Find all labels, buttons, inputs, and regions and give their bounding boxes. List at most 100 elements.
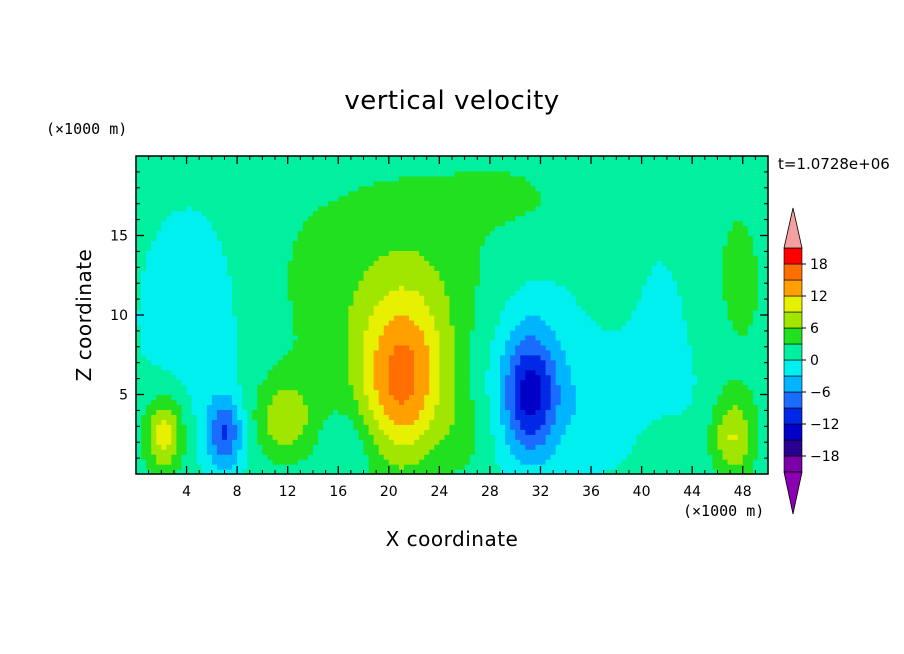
field-cell: [636, 399, 643, 406]
field-cell: [585, 300, 592, 306]
field-cell: [520, 439, 526, 445]
field-cell: [171, 414, 178, 420]
field-cell: [757, 464, 764, 470]
field-cell: [171, 429, 178, 435]
field-cell: [292, 419, 299, 425]
field-cell: [363, 305, 370, 311]
field-cell: [211, 409, 218, 415]
field-cell: [429, 389, 435, 396]
field-cell: [717, 414, 724, 420]
field-cell: [525, 434, 531, 440]
field-cell: [661, 424, 668, 430]
field-cell: [282, 414, 289, 420]
field-cell: [525, 379, 531, 386]
field-cell: [676, 334, 683, 341]
field-cell: [565, 285, 572, 291]
field-cell: [201, 349, 208, 356]
field-cell: [388, 334, 395, 341]
field-cell: [666, 439, 673, 445]
field-cell: [459, 389, 466, 396]
field-cell: [570, 290, 577, 296]
field-cell: [424, 459, 430, 465]
field-cell: [156, 379, 162, 386]
field-cell: [449, 329, 456, 336]
field-cell: [414, 280, 420, 286]
field-cell: [540, 305, 547, 311]
field-cell: [297, 349, 304, 356]
field-cell: [141, 300, 147, 306]
field-cell: [262, 310, 269, 316]
field-cell: [469, 305, 476, 311]
field-cell: [232, 344, 238, 351]
field-cell: [444, 290, 451, 296]
field-cell: [292, 334, 299, 341]
field-cell: [348, 409, 355, 415]
field-cell: [742, 324, 749, 331]
field-cell: [439, 315, 446, 321]
field-cell: [424, 285, 430, 291]
field-cell: [520, 359, 526, 366]
field-cell: [323, 369, 329, 376]
field-cell: [206, 319, 213, 326]
field-cell: [646, 379, 653, 386]
field-cell: [535, 459, 542, 465]
field-cell: [282, 424, 289, 430]
field-cell: [601, 339, 607, 346]
field-cell: [580, 434, 587, 440]
field-cell: [186, 419, 193, 425]
field-cell: [141, 310, 147, 316]
field-cell: [252, 280, 258, 286]
field-cell: [439, 469, 446, 475]
field-cell: [186, 290, 193, 296]
field-cell: [666, 424, 673, 430]
field-cell: [464, 290, 471, 296]
field-cell: [176, 324, 183, 331]
field-cell: [727, 419, 734, 425]
field-cell: [717, 324, 724, 331]
field-cell: [712, 305, 719, 311]
field-cell: [656, 290, 663, 296]
field-cell: [494, 459, 501, 465]
field-cell: [373, 310, 380, 316]
field-cell: [565, 315, 572, 321]
field-cell: [676, 419, 683, 425]
field-cell: [388, 434, 395, 440]
field-cell: [323, 454, 329, 460]
field-cell: [737, 439, 744, 445]
field-cell: [621, 449, 628, 455]
field-cell: [757, 300, 764, 306]
field-cell: [479, 454, 486, 460]
field-cell: [171, 310, 178, 316]
field-cell: [535, 275, 542, 281]
field-cell: [742, 319, 749, 326]
field-cell: [237, 315, 243, 321]
field-cell: [262, 339, 269, 346]
field-cell: [146, 324, 152, 331]
field-cell: [161, 369, 167, 376]
field-cell: [752, 310, 759, 316]
field-cell: [292, 389, 299, 396]
field-cell: [323, 419, 329, 425]
field-cell: [727, 394, 734, 401]
field-cell: [227, 329, 233, 336]
field-cell: [641, 424, 648, 430]
field-cell: [641, 389, 648, 396]
field-cell: [156, 419, 162, 425]
field-cell: [221, 339, 228, 346]
field-cell: [727, 409, 734, 415]
field-cell: [661, 374, 668, 381]
field-cell: [636, 295, 643, 301]
field-cell: [237, 384, 243, 391]
field-cell: [257, 324, 263, 331]
field-cell: [358, 444, 365, 450]
field-cell: [727, 399, 734, 406]
field-cell: [707, 344, 713, 351]
field-cell: [176, 300, 183, 306]
field-cell: [656, 374, 663, 381]
field-cell: [312, 364, 319, 371]
field-cell: [621, 329, 628, 336]
field-cell: [206, 275, 213, 281]
field-cell: [419, 349, 425, 356]
field-cell: [136, 414, 142, 420]
field-cell: [742, 429, 749, 435]
